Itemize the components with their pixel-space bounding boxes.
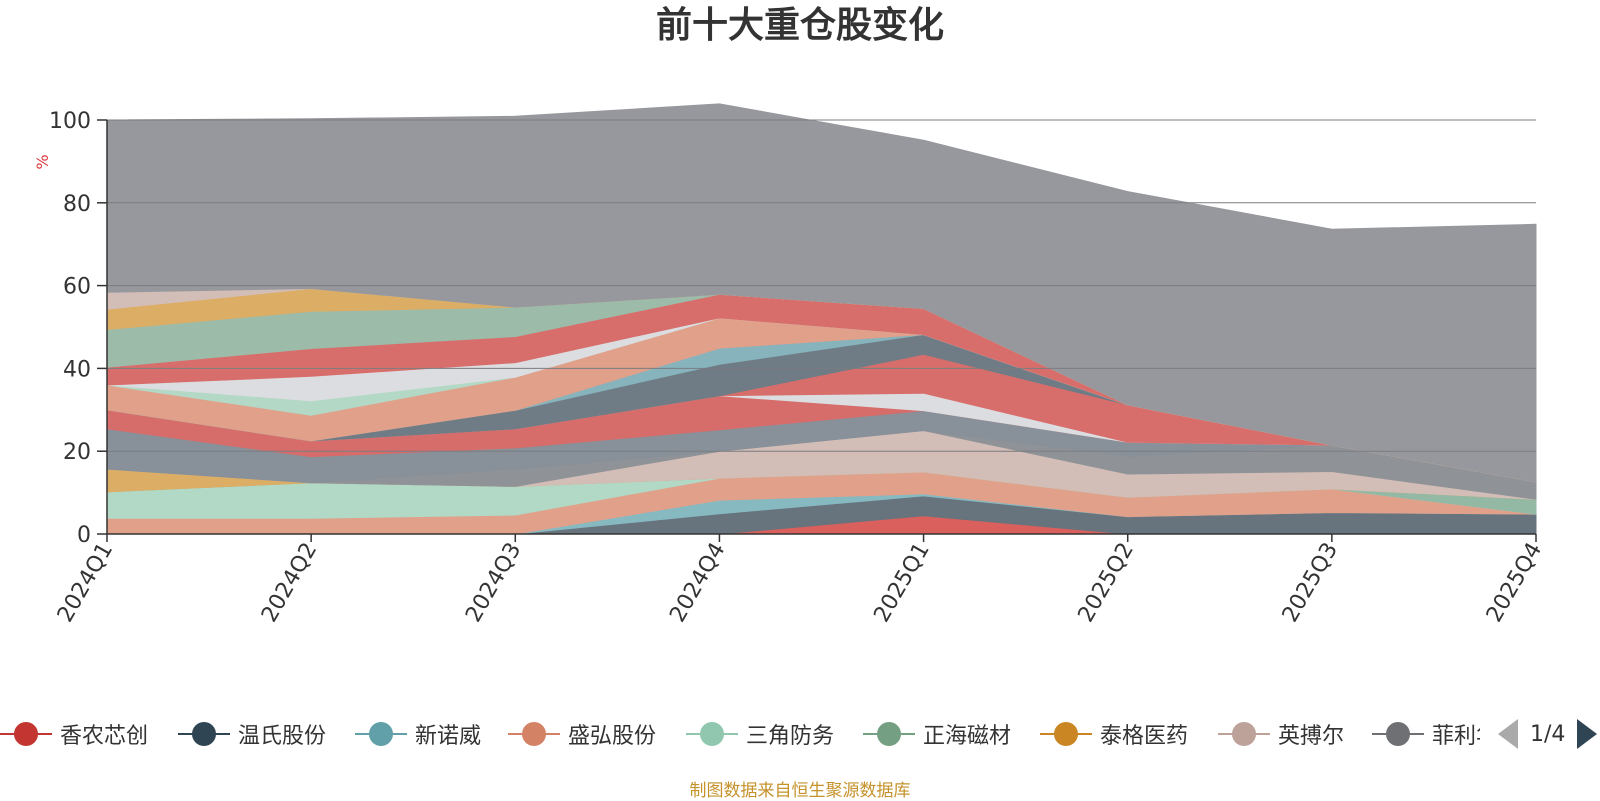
y-tick-label: 80 bbox=[63, 192, 91, 217]
x-tick-label: 2025Q1 bbox=[869, 539, 934, 627]
y-tick-label: 0 bbox=[77, 523, 91, 548]
legend-item[interactable]: 泰格医药 bbox=[1040, 714, 1188, 754]
legend-items: 香农芯创 温氏股份 新诺威 盛弘股份 三角防务 正海磁材 泰格医药 英搏尔 菲利华 bbox=[0, 714, 1480, 754]
legend-marker-icon bbox=[1040, 714, 1092, 754]
legend-marker-icon bbox=[686, 714, 738, 754]
y-tick-label: 40 bbox=[63, 357, 91, 382]
legend-next-page-button[interactable] bbox=[1577, 719, 1598, 749]
y-tick-label: 60 bbox=[63, 275, 91, 300]
legend-marker-icon bbox=[355, 714, 407, 754]
legend-label: 新诺威 bbox=[415, 724, 482, 749]
legend-label: 温氏股份 bbox=[238, 724, 327, 749]
x-tick-label: 2024Q4 bbox=[665, 539, 730, 627]
y-tick-label: 20 bbox=[63, 440, 91, 465]
legend-item[interactable]: 温氏股份 bbox=[178, 714, 326, 754]
legend-item[interactable]: 正海磁材 bbox=[863, 714, 1011, 754]
legend-marker-icon bbox=[1218, 714, 1270, 754]
legend-pager: 1/4 bbox=[1498, 714, 1598, 754]
legend-label: 盛弘股份 bbox=[568, 724, 657, 749]
legend-item[interactable]: 菲利华 bbox=[1372, 714, 1480, 754]
legend-item[interactable]: 盛弘股份 bbox=[508, 714, 656, 754]
legend: 香农芯创 温氏股份 新诺威 盛弘股份 三角防务 正海磁材 泰格医药 英搏尔 菲利华 1/4 bbox=[0, 714, 1600, 754]
legend-label: 菲利华 bbox=[1432, 724, 1480, 749]
legend-item[interactable]: 三角防务 bbox=[686, 714, 834, 754]
x-tick-label: 2024Q3 bbox=[461, 539, 526, 627]
legend-marker-icon bbox=[0, 714, 52, 754]
source-note: 制图数据来自恒生聚源数据库 bbox=[689, 781, 911, 801]
y-axis-unit-label: % bbox=[33, 154, 52, 169]
legend-prev-page-button[interactable] bbox=[1498, 719, 1518, 749]
legend-marker-icon bbox=[508, 714, 560, 754]
legend-marker-icon bbox=[1372, 714, 1424, 754]
area-series-layer bbox=[106, 103, 1537, 535]
y-tick-label: 100 bbox=[49, 109, 91, 134]
x-tick-label: 2024Q2 bbox=[257, 539, 322, 627]
legend-label: 正海磁材 bbox=[923, 724, 1012, 749]
stacked-area-chart: 0 20 40 60 80 100 2024Q1 2024Q2 2024Q3 2024Q4 2025… bbox=[33, 103, 1547, 627]
legend-item[interactable]: 新诺威 bbox=[355, 714, 481, 754]
legend-label: 英搏尔 bbox=[1278, 724, 1345, 749]
legend-marker-icon bbox=[178, 714, 230, 754]
x-tick-label: 2024Q1 bbox=[53, 539, 118, 627]
legend-marker-icon bbox=[863, 714, 915, 754]
area-series-other-22 bbox=[106, 103, 1537, 483]
legend-label: 香农芯创 bbox=[60, 724, 149, 749]
legend-item[interactable]: 英搏尔 bbox=[1218, 714, 1344, 754]
chart-title: 前十大重仓股变化 bbox=[655, 5, 944, 46]
legend-page-indicator: 1/4 bbox=[1530, 721, 1566, 747]
legend-item[interactable]: 香农芯创 bbox=[0, 714, 148, 754]
x-tick-label: 2025Q3 bbox=[1278, 539, 1343, 627]
x-tick-label: 2025Q2 bbox=[1074, 539, 1139, 627]
gridlines bbox=[107, 119, 1536, 452]
x-tick-label: 2025Q4 bbox=[1482, 539, 1547, 627]
legend-label: 三角防务 bbox=[746, 724, 835, 749]
legend-label: 泰格医药 bbox=[1100, 724, 1189, 749]
